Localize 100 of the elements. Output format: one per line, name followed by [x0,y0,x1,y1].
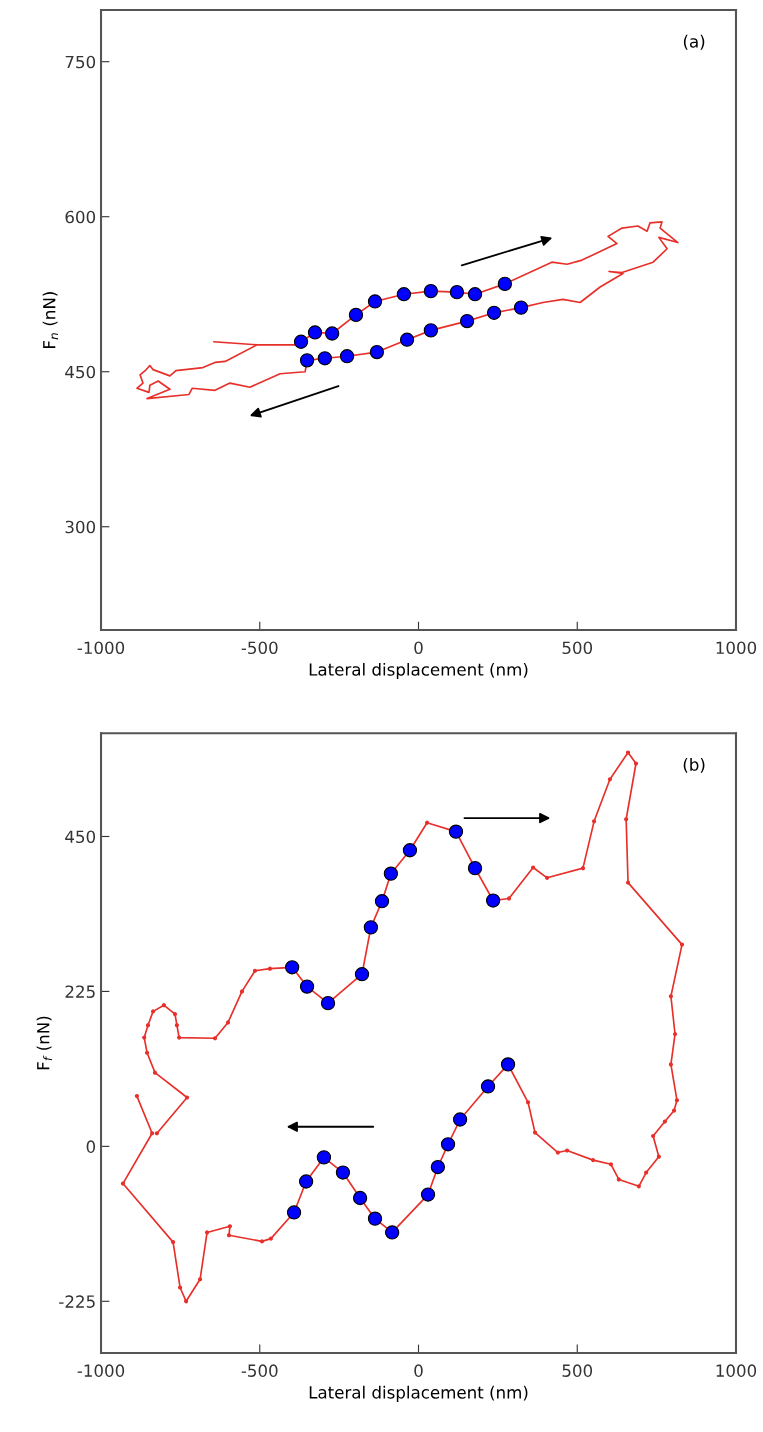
point [325,326,340,341]
point [480,1079,496,1094]
point [259,1239,265,1244]
point [367,294,383,309]
point [363,920,379,935]
point [591,1158,596,1163]
point [644,1170,649,1175]
point [467,287,483,302]
point [268,1236,273,1241]
point [348,307,364,323]
point [134,1094,139,1099]
point [467,861,483,876]
point [396,287,412,302]
point [298,1174,314,1189]
point [367,1211,383,1226]
point [286,1205,302,1220]
point [120,1181,126,1186]
y-tick-label: -225 [59,1295,95,1308]
point [668,1062,673,1067]
point [459,313,475,329]
line-series [136,221,679,400]
point [154,1131,159,1136]
point [625,750,631,755]
y-tick-label: 450 [65,365,96,379]
point [608,1162,613,1167]
point [616,1177,621,1182]
point [485,893,501,908]
point [226,1233,232,1238]
point [151,1009,156,1014]
x-tick-label: -1000 [77,641,125,655]
point [239,989,245,994]
point [197,1277,203,1282]
point [591,819,597,824]
x-tick-label: -500 [241,1364,278,1377]
point [625,880,631,885]
point [624,817,629,822]
point [651,1133,656,1139]
point [525,1100,531,1105]
point [150,1131,155,1136]
point [500,1057,516,1072]
point [672,1032,678,1037]
x-tick-label: -500 [241,641,278,655]
point [320,995,336,1011]
x-axis-title: Lateral displacement (nm) [309,662,528,680]
point [227,1224,233,1229]
point [420,1187,436,1202]
point [174,1023,179,1028]
y-axis-title: F$_{n}$ (nN) [42,292,59,348]
point [679,942,685,947]
point [497,276,513,292]
point [656,1154,661,1159]
y-tick-label: 300 [65,520,96,534]
point [399,332,415,347]
point [252,968,258,973]
point [662,1119,667,1124]
y-tick-label: 450 [65,830,96,844]
point [267,966,273,971]
point [369,344,385,360]
point [285,960,300,975]
x-tick-label: -1000 [77,1364,125,1377]
point [293,334,309,349]
annotation: (b) [683,757,705,773]
point [506,896,512,901]
y-axis-title: F$_{f}$ (nN) [36,1016,53,1070]
point [636,1184,641,1189]
point [424,820,430,825]
point [633,761,639,766]
x-tick-label: 0 [414,641,423,655]
point [374,894,390,909]
point [383,866,399,881]
y-tick-label: 600 [65,210,96,224]
annotation: (a) [683,34,705,50]
point [452,1112,468,1127]
point [423,323,439,338]
point [161,1003,166,1008]
x-axis-title: Lateral displacement (nm) [309,1385,528,1402]
point [402,843,418,858]
point [171,1239,176,1245]
point [184,1095,190,1100]
point [225,1020,231,1025]
point [299,353,315,368]
point [607,777,613,782]
point [448,824,464,839]
point [674,1098,680,1103]
point [142,1035,147,1040]
point [423,283,439,299]
point [580,866,586,871]
point [532,1130,538,1135]
x-tick-label: 1000 [716,1364,757,1377]
point [352,1190,368,1206]
point [145,1023,151,1028]
point [299,979,315,994]
point [212,1036,218,1041]
point [555,1150,560,1155]
point [172,1012,178,1017]
point [531,865,536,870]
point [668,994,673,999]
point [204,1230,210,1235]
point [152,1070,158,1075]
point [486,305,502,320]
